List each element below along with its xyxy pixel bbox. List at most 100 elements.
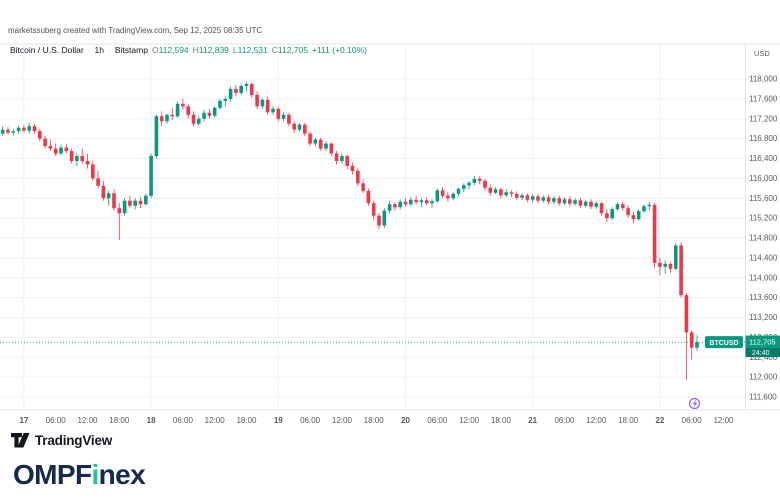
candle <box>228 88 233 99</box>
candle <box>133 200 137 206</box>
candle <box>38 131 42 139</box>
candle <box>488 187 493 193</box>
candle <box>462 185 466 189</box>
candles <box>0 81 699 380</box>
price-tag-value: 112,705 <box>749 338 776 347</box>
price-tick-label: 115,200 <box>749 214 778 223</box>
candle <box>350 165 355 171</box>
candle <box>106 193 111 199</box>
candle <box>297 124 302 130</box>
candle <box>244 83 249 86</box>
candlestick-chart[interactable]: USD 118,000 117,600 117,200 116,800 116,400 11… <box>0 0 780 430</box>
price-tick-label: 118,000 <box>749 75 778 84</box>
ohlc-close: C112,705 <box>271 45 309 55</box>
candle <box>59 147 63 154</box>
candle <box>631 215 636 220</box>
candle <box>451 193 455 199</box>
candle <box>22 127 26 131</box>
candle <box>557 198 561 204</box>
candle <box>308 133 312 144</box>
time-tick-label: 06:00 <box>173 416 194 425</box>
brand-text-post: nex <box>98 459 146 490</box>
candle <box>578 200 583 206</box>
legend-separator: · <box>108 45 111 55</box>
candle <box>515 193 519 198</box>
candle <box>69 151 74 161</box>
time-tick-label: 12:00 <box>586 416 607 425</box>
candle <box>424 200 429 204</box>
time-tick-label: 21 <box>528 416 537 425</box>
candle <box>53 148 58 154</box>
candle <box>467 182 471 186</box>
time-tick-label: 18 <box>147 416 156 425</box>
price-tick-label: 111,600 <box>749 393 777 402</box>
candle <box>191 114 196 124</box>
candle <box>265 99 270 113</box>
ohlc-open: O112,594 <box>151 45 189 55</box>
ompfinex-logo[interactable]: OMPFinex <box>13 459 146 491</box>
candle <box>658 262 662 267</box>
price-tick-label: 113,200 <box>749 313 778 322</box>
candle <box>271 108 275 113</box>
time-tick-label: 18:00 <box>109 416 130 425</box>
candle <box>154 116 159 157</box>
price-tag-countdown: 24:40 <box>752 350 770 357</box>
candle <box>377 215 381 226</box>
candle <box>324 143 328 149</box>
time-tick-label: 18:00 <box>618 416 639 425</box>
candle <box>552 198 556 202</box>
candle <box>149 156 153 196</box>
candle <box>138 200 143 205</box>
candle <box>440 190 445 196</box>
candle <box>197 118 201 124</box>
candle <box>255 94 259 107</box>
candle <box>260 99 265 107</box>
candle <box>610 209 614 219</box>
price-tick-label: 114,800 <box>749 234 778 243</box>
candle <box>128 200 132 206</box>
candle <box>695 342 699 348</box>
price-tick-label: 112,400 <box>749 353 778 362</box>
exchange-label: Bitstamp <box>114 45 148 55</box>
candle <box>430 201 434 204</box>
time-tick-label: 06:00 <box>682 416 703 425</box>
time-tick-label: 18:00 <box>364 416 385 425</box>
candle <box>568 199 572 204</box>
time-tick-label: 12:00 <box>205 416 226 425</box>
candle <box>117 208 122 214</box>
candle <box>483 180 487 188</box>
tradingview-logo[interactable]: TradingView <box>11 433 112 448</box>
price-axis-unit: USD <box>754 49 770 58</box>
price-tick-label: 116,800 <box>749 134 778 143</box>
candle <box>212 107 217 116</box>
candle <box>642 206 646 212</box>
event-marker-icon[interactable] <box>688 397 701 410</box>
time-tick-label: 22 <box>655 416 664 425</box>
price-tick-label: 114,000 <box>749 273 778 282</box>
candle <box>276 108 281 119</box>
candle <box>573 200 577 204</box>
price-tick-label: 113,600 <box>749 293 778 302</box>
candle <box>366 190 371 204</box>
time-tick-label: 12:00 <box>332 416 353 425</box>
candle <box>477 178 482 181</box>
candle <box>599 203 604 214</box>
candle <box>382 210 387 226</box>
time-axis[interactable]: 17 06:00 12:00 18:00 18 06:00 12:00 18:00 19 06:0… <box>19 416 734 425</box>
price-tick-label: 116,000 <box>749 174 778 183</box>
candle <box>594 203 599 207</box>
candle <box>250 83 254 95</box>
candle <box>414 199 418 203</box>
candle <box>398 201 402 208</box>
attribution-watermark: marketssuberg created with TradingView.c… <box>8 26 263 35</box>
price-axis-tag: 112,705 24:40 <box>745 335 780 358</box>
time-tick-label: 19 <box>274 416 283 425</box>
candle <box>536 196 540 201</box>
candle <box>234 88 238 93</box>
candle <box>91 164 95 179</box>
candle <box>541 197 546 201</box>
candle <box>525 195 530 200</box>
candle <box>175 103 180 117</box>
candle <box>583 201 588 206</box>
